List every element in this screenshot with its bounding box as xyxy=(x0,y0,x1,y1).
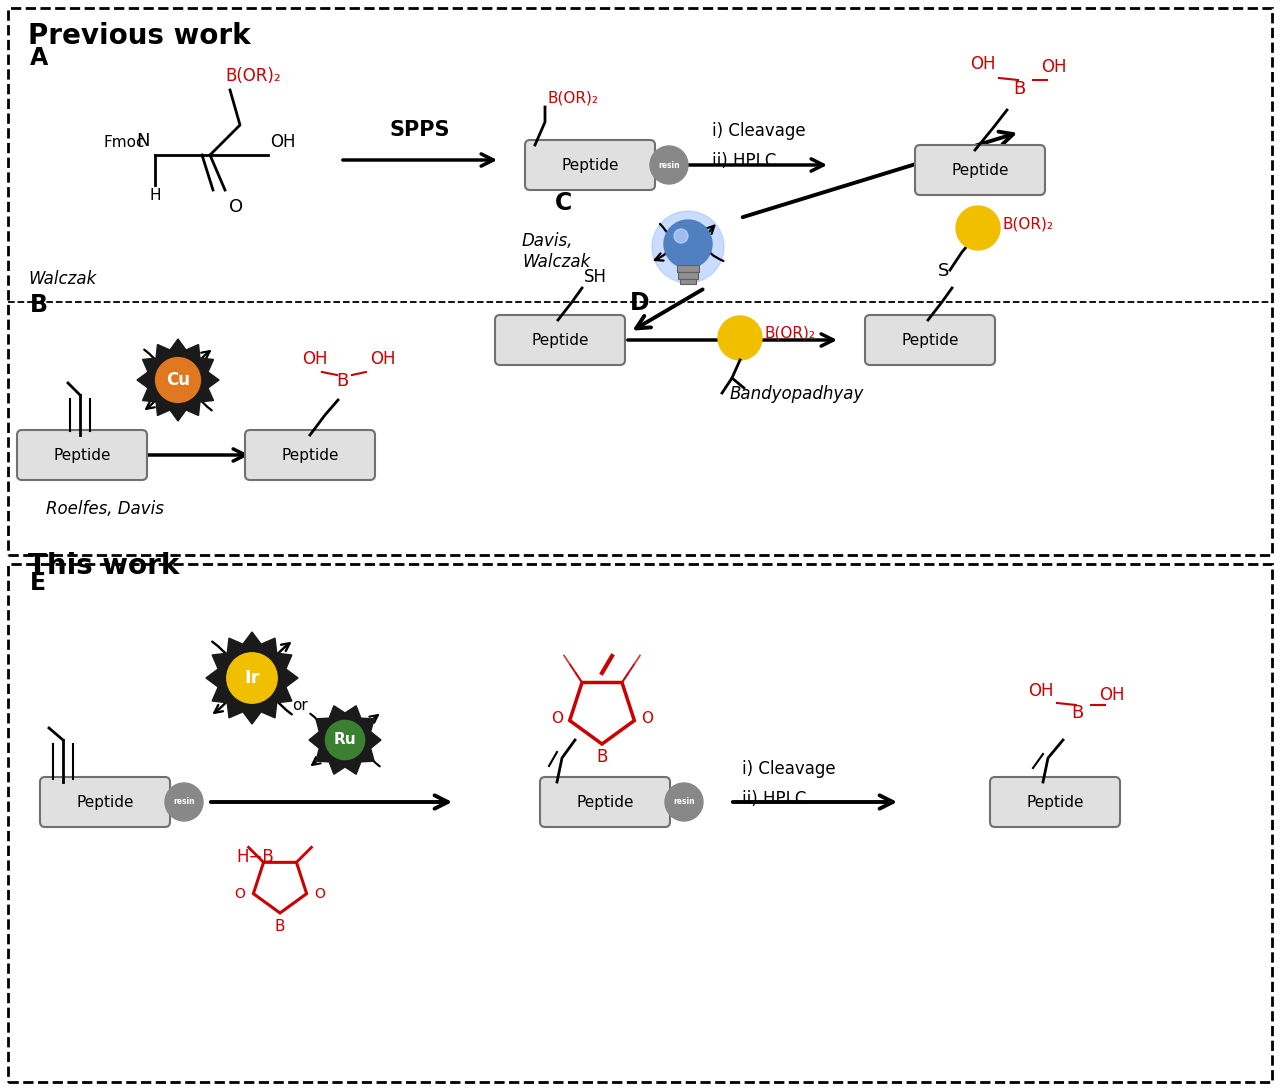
Circle shape xyxy=(652,211,724,283)
Text: O: O xyxy=(229,198,243,216)
FancyBboxPatch shape xyxy=(17,429,147,480)
FancyBboxPatch shape xyxy=(865,315,995,365)
Text: OH: OH xyxy=(1041,58,1066,76)
Text: E: E xyxy=(29,571,46,595)
Text: Cu: Cu xyxy=(166,371,189,389)
FancyBboxPatch shape xyxy=(989,777,1120,827)
Text: Walczak: Walczak xyxy=(28,270,96,288)
Text: Previous work: Previous work xyxy=(28,22,251,50)
Text: This work: This work xyxy=(28,552,179,580)
Text: resin: resin xyxy=(658,160,680,170)
Polygon shape xyxy=(137,339,219,421)
Circle shape xyxy=(718,316,762,360)
Text: Peptide: Peptide xyxy=(531,332,589,348)
Text: Peptide: Peptide xyxy=(561,157,618,172)
Circle shape xyxy=(650,146,689,184)
Text: i) Cleavage: i) Cleavage xyxy=(712,122,805,140)
FancyBboxPatch shape xyxy=(540,777,669,827)
Text: H−B: H−B xyxy=(236,848,274,865)
Text: Fmoc: Fmoc xyxy=(104,135,145,150)
Text: ii) HPLC: ii) HPLC xyxy=(712,152,777,170)
Text: B: B xyxy=(1012,80,1025,98)
Text: OH: OH xyxy=(1100,686,1125,704)
Polygon shape xyxy=(680,279,696,284)
Text: O: O xyxy=(234,886,246,900)
Circle shape xyxy=(675,229,689,243)
Text: Peptide: Peptide xyxy=(77,795,133,810)
Text: D: D xyxy=(630,291,650,315)
FancyBboxPatch shape xyxy=(244,429,375,480)
Text: SPPS: SPPS xyxy=(389,120,451,140)
FancyBboxPatch shape xyxy=(915,145,1044,195)
Text: C: C xyxy=(556,191,572,215)
Text: SH: SH xyxy=(584,268,607,286)
Text: A: A xyxy=(29,46,49,70)
Text: ii) HPLC: ii) HPLC xyxy=(742,790,806,808)
Text: B(OR)₂: B(OR)₂ xyxy=(547,90,598,105)
FancyBboxPatch shape xyxy=(8,8,1272,555)
Circle shape xyxy=(165,783,204,821)
Text: B: B xyxy=(596,748,608,766)
Text: Ir: Ir xyxy=(244,669,260,687)
Text: B(OR)₂: B(OR)₂ xyxy=(1002,217,1053,231)
Text: i) Cleavage: i) Cleavage xyxy=(742,760,836,778)
Text: B: B xyxy=(1071,704,1083,722)
Text: OH: OH xyxy=(302,350,328,368)
Circle shape xyxy=(156,358,201,402)
Text: N: N xyxy=(137,132,150,150)
Circle shape xyxy=(664,220,712,268)
Text: B: B xyxy=(29,293,49,317)
Text: resin: resin xyxy=(673,798,695,807)
Text: Peptide: Peptide xyxy=(1027,795,1084,810)
Text: B: B xyxy=(335,372,348,390)
Polygon shape xyxy=(206,632,298,724)
Circle shape xyxy=(227,653,278,703)
Circle shape xyxy=(666,783,703,821)
Text: O: O xyxy=(550,711,563,726)
Polygon shape xyxy=(678,272,698,279)
Text: Peptide: Peptide xyxy=(576,795,634,810)
Text: OH: OH xyxy=(1028,682,1053,700)
Polygon shape xyxy=(308,705,381,774)
Text: B(OR)₂: B(OR)₂ xyxy=(764,326,815,340)
Text: B: B xyxy=(275,919,285,934)
Text: O: O xyxy=(315,886,325,900)
Circle shape xyxy=(956,206,1000,250)
FancyBboxPatch shape xyxy=(525,140,655,190)
Text: Peptide: Peptide xyxy=(282,448,339,462)
Text: Peptide: Peptide xyxy=(54,448,111,462)
Polygon shape xyxy=(677,265,699,272)
FancyBboxPatch shape xyxy=(8,564,1272,1082)
Text: OH: OH xyxy=(370,350,396,368)
FancyBboxPatch shape xyxy=(40,777,170,827)
FancyBboxPatch shape xyxy=(495,315,625,365)
Text: Peptide: Peptide xyxy=(901,332,959,348)
Text: OH: OH xyxy=(270,133,296,152)
Text: OH: OH xyxy=(970,54,996,73)
Text: Peptide: Peptide xyxy=(951,162,1009,178)
Polygon shape xyxy=(570,682,635,744)
Text: O: O xyxy=(641,711,653,726)
Text: or: or xyxy=(292,698,308,713)
Text: resin: resin xyxy=(173,798,195,807)
Circle shape xyxy=(325,720,365,760)
Text: S: S xyxy=(938,262,950,280)
Text: Ru: Ru xyxy=(334,732,356,748)
Text: Roelfes, Davis: Roelfes, Davis xyxy=(46,500,164,518)
Text: Bandyopadhyay: Bandyopadhyay xyxy=(730,385,864,403)
Text: H: H xyxy=(150,187,161,203)
Text: B(OR)₂: B(OR)₂ xyxy=(225,66,280,85)
Polygon shape xyxy=(253,862,307,913)
Text: Davis,
Walczak: Davis, Walczak xyxy=(522,232,590,270)
